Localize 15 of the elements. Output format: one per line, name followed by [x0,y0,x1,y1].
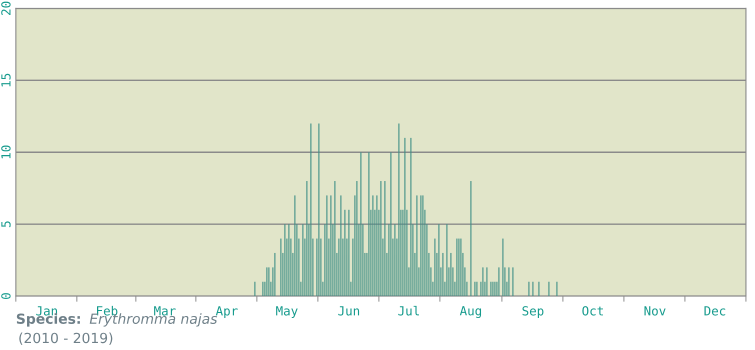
x-tick-label: Jul [398,306,419,316]
x-tick-label: Dec [704,306,726,316]
y-tick-label: 0 [1,293,11,300]
y-tick-label: 5 [1,221,11,228]
y-tick-label: 15 [1,74,11,86]
x-tick-label: Apr [216,306,238,318]
x-tick-label: Sep [522,306,544,318]
x-tick-label: Jun [338,306,360,316]
x-tick-label: May [276,306,298,318]
x-tick-label: Oct [582,306,603,316]
x-tick-label: Nov [644,306,666,316]
y-tick-label: 20 [1,2,11,15]
text: (2010 - 2019) [19,332,112,345]
y-tick-label: 10 [1,146,11,158]
x-tick-label: Aug [460,306,482,318]
